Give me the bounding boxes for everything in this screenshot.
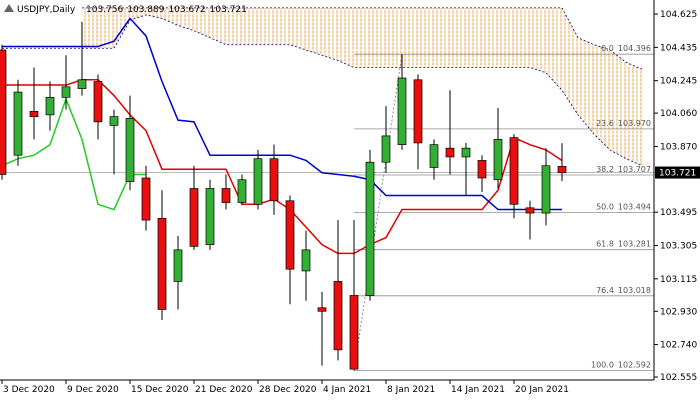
x-tick-label: 15 Dec 2020 (131, 385, 189, 395)
candle-body (557, 166, 567, 173)
fib-price: 102.592 (618, 361, 651, 370)
candle-body (285, 200, 295, 270)
candle-body (365, 161, 375, 296)
chart-title: USDJPY,Daily (17, 5, 76, 15)
fib-label: 23.6 103.970 (596, 119, 651, 128)
fib-ratio: 50.0 (596, 202, 614, 211)
indicator-line (1, 96, 146, 211)
x-tick-label: 21 Dec 2020 (195, 385, 253, 395)
fib-ratio: 76.4 (596, 286, 614, 295)
ohlc-value: 103.672 (168, 5, 205, 15)
fib-price: 103.970 (618, 119, 651, 128)
x-tick-label: 3 Dec 2020 (3, 385, 55, 395)
fib-label: 100.0 102.592 (591, 361, 651, 370)
ohlc-header: 103.756 103.889 103.672 103.721 (86, 5, 247, 15)
fib-price: 104.396 (618, 44, 651, 53)
y-tick-label: 104.625 (660, 10, 697, 20)
y-tick-label: 104.060 (660, 109, 697, 119)
y-tick-label: 103.870 (660, 142, 697, 152)
candle-body (157, 217, 167, 310)
candle-body (189, 188, 199, 247)
candle-body (381, 135, 391, 163)
candle-body (445, 147, 455, 158)
x-tick-label: 28 Dec 2020 (259, 385, 317, 395)
fib-label: 61.8 103.281 (596, 240, 651, 249)
candle-body (269, 158, 279, 202)
ohlc-value: 103.721 (210, 5, 247, 15)
candle-body (77, 79, 87, 89)
fib-price: 103.018 (618, 286, 651, 295)
y-tick-label: 104.245 (660, 77, 697, 87)
x-tick-label: 14 Jan 2021 (451, 385, 505, 395)
y-tick-label: 103.305 (660, 242, 697, 252)
cloud-line (2, 14, 643, 167)
candle-body (205, 188, 215, 245)
x-tick-label: 8 Jan 2021 (387, 385, 435, 395)
candle-body (349, 295, 359, 370)
fib-label: 50.0 103.494 (596, 202, 651, 211)
y-tick-label: 103.495 (660, 208, 697, 218)
candle-body (253, 158, 263, 205)
candle-body (109, 116, 119, 126)
x-tick-label: 4 Jan 2021 (323, 385, 371, 395)
fib-ratio: 38.2 (596, 165, 614, 174)
y-tick-label: 103.115 (660, 275, 697, 285)
x-tick-label: 20 Jan 2021 (515, 385, 569, 395)
fib-price: 103.707 (618, 165, 651, 174)
cloud-line (82, 7, 643, 70)
fib-ratio: 61.8 (596, 240, 614, 249)
symbol-icon (4, 4, 14, 12)
fib-label: 76.4 103.018 (596, 286, 651, 295)
cloud-fill (82, 7, 642, 166)
price-tag-label: 103.721 (659, 169, 696, 179)
fib-price: 103.281 (618, 240, 651, 249)
candle-body (317, 307, 327, 312)
fib-ratio: 100.0 (591, 361, 614, 370)
indicator-line (2, 17, 562, 211)
price-tag (655, 166, 700, 179)
candle-body (0, 49, 7, 175)
candle-body (397, 77, 407, 146)
candle-body (301, 249, 311, 272)
candle-body (93, 81, 103, 123)
candle-body (173, 249, 183, 282)
x-tick-label: 9 Dec 2020 (67, 385, 119, 395)
indicator-line (2, 79, 563, 255)
plot-area: 0.0 104.396 23.6 103.970 38.2 103.707 50.0 103.… (0, 7, 654, 371)
candle-body (525, 207, 535, 214)
y-tick-label: 102.740 (660, 341, 697, 351)
fib-price: 103.494 (618, 202, 651, 211)
candle-body (61, 86, 71, 98)
candle-body (29, 111, 39, 117)
candle-body (237, 179, 247, 203)
fib-ratio: 0.0 (601, 44, 614, 53)
fib-trendline (353, 54, 403, 371)
ohlc-value: 103.889 (127, 5, 164, 15)
candle-body (509, 137, 519, 205)
candle-body (477, 160, 487, 179)
fib-ratio: 23.6 (596, 119, 614, 128)
candle-body (429, 144, 439, 168)
candle-body (461, 147, 471, 158)
candle-body (221, 188, 231, 203)
ohlc-value: 103.756 (86, 5, 123, 15)
fib-label: 38.2 103.707 (596, 165, 651, 174)
candle-body (493, 139, 503, 181)
candle-body (13, 91, 23, 156)
candle-body (413, 79, 423, 144)
candle-body (45, 96, 55, 116)
y-tick-label: 104.435 (660, 43, 697, 53)
candle-body (541, 165, 551, 214)
y-tick-label: 102.930 (660, 307, 697, 317)
candle-body (333, 281, 343, 351)
candle-body (125, 118, 135, 182)
y-tick-label: 102.555 (660, 373, 697, 383)
candle-body (141, 177, 151, 221)
fib-label: 0.0 104.396 (601, 44, 651, 53)
